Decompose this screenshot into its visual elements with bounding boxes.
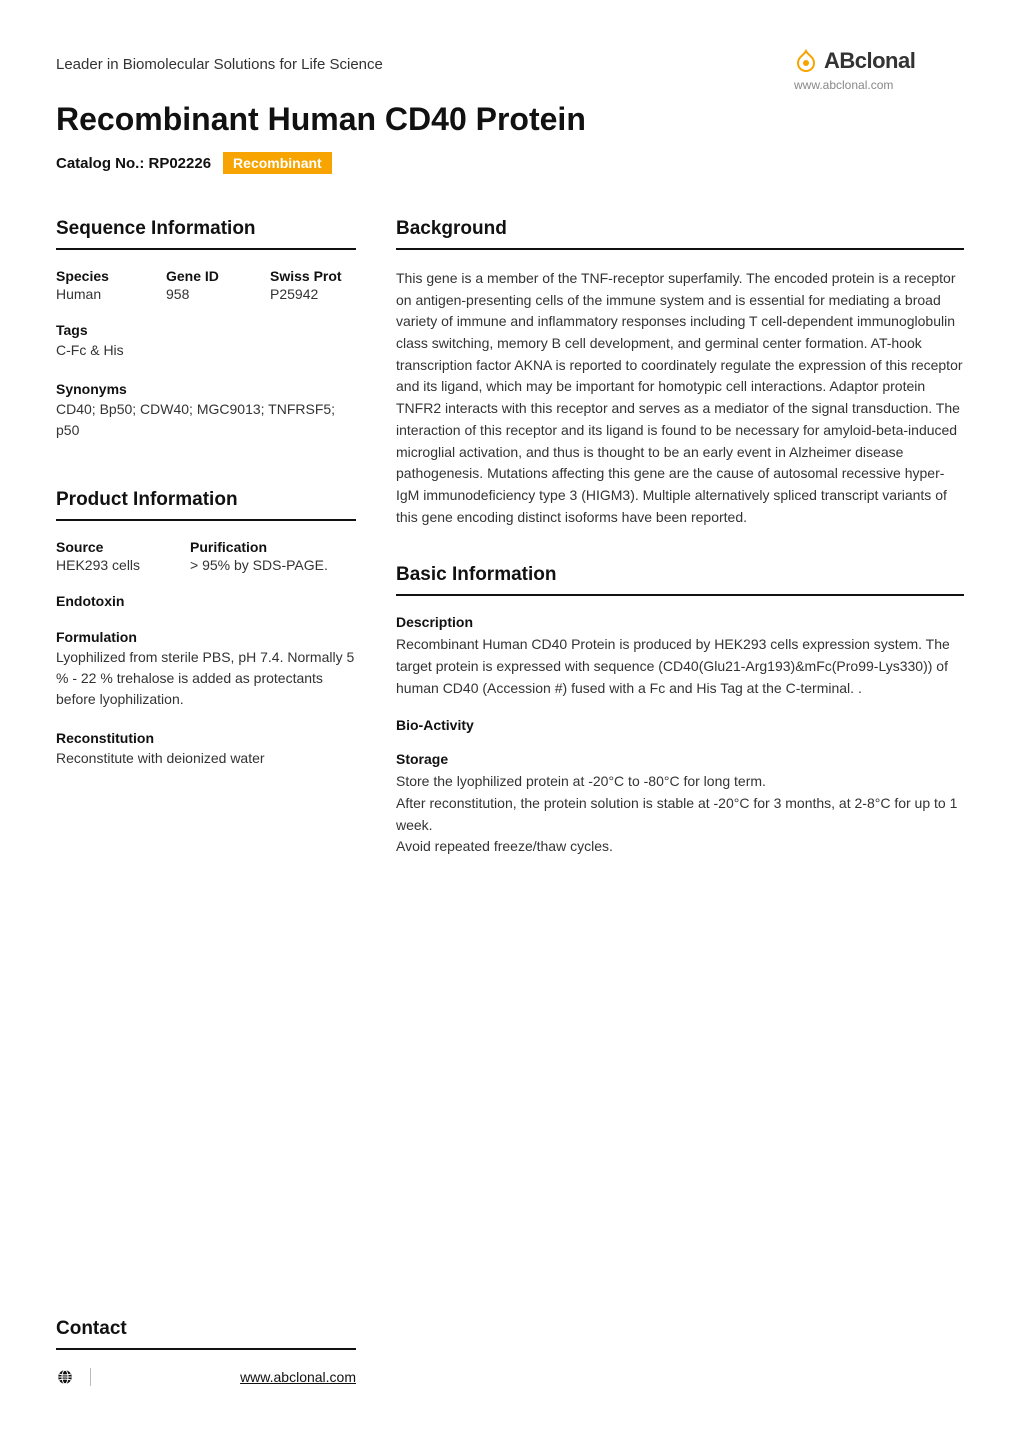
catalog-number: Catalog No.: RP02226 xyxy=(56,155,211,172)
storage-label: Storage xyxy=(396,751,964,767)
source-value: HEK293 cells xyxy=(56,557,166,573)
contact-row: www.abclonal.com xyxy=(56,1368,356,1386)
synonyms-block: Synonyms CD40; Bp50; CDW40; MGC9013; TNF… xyxy=(56,381,356,441)
source-label: Source xyxy=(56,539,166,555)
purification-value: > 95% by SDS-PAGE. xyxy=(190,557,330,573)
recombinant-tag: Recombinant xyxy=(223,152,332,174)
logo-text: ABclonal xyxy=(824,48,915,74)
endotoxin-block: Endotoxin xyxy=(56,593,356,609)
basic-info-header: Basic Information xyxy=(396,564,964,596)
species-label: Species xyxy=(56,268,142,284)
reconstitution-block: Reconstitution Reconstitute with deioniz… xyxy=(56,730,356,769)
species-value: Human xyxy=(56,286,142,302)
source-block: Source HEK293 cells xyxy=(56,539,166,573)
swiss-prot-label: Swiss Prot xyxy=(270,268,342,284)
logo-mark-icon xyxy=(794,49,818,73)
product-title: Recombinant Human CD40 Protein xyxy=(56,101,964,138)
description-value: Recombinant Human CD40 Protein is produc… xyxy=(396,634,964,699)
sequence-info-header: Sequence Information xyxy=(56,218,356,250)
storage-line-2: After reconstitution, the protein soluti… xyxy=(396,793,964,836)
brand-logo: ABclonal www.abclonal.com xyxy=(794,48,964,92)
background-section: Background This gene is a member of the … xyxy=(396,218,964,528)
background-text: This gene is a member of the TNF-recepto… xyxy=(396,268,964,528)
reconstitution-label: Reconstitution xyxy=(56,730,356,746)
sequence-info-section: Sequence Information Species Human Gene … xyxy=(56,218,356,441)
formulation-label: Formulation xyxy=(56,629,356,645)
main-columns: Sequence Information Species Human Gene … xyxy=(56,218,964,858)
globe-icon xyxy=(56,1368,74,1386)
contact-link[interactable]: www.abclonal.com xyxy=(240,1369,356,1385)
formulation-value: Lyophilized from sterile PBS, pH 7.4. No… xyxy=(56,647,356,710)
formulation-block: Formulation Lyophilized from sterile PBS… xyxy=(56,629,356,710)
gene-id-label: Gene ID xyxy=(166,268,246,284)
background-header: Background xyxy=(396,218,964,250)
left-column: Sequence Information Species Human Gene … xyxy=(56,218,356,858)
storage-line-3: Avoid repeated freeze/thaw cycles. xyxy=(396,836,964,858)
tags-block: Tags C-Fc & His xyxy=(56,322,356,361)
basic-info-section: Basic Information Description Recombinan… xyxy=(396,564,964,858)
swiss-prot-block: Swiss Prot P25942 xyxy=(270,268,342,302)
synonyms-label: Synonyms xyxy=(56,381,356,397)
description-label: Description xyxy=(396,614,964,630)
contact-separator xyxy=(90,1368,91,1386)
logo-row: ABclonal xyxy=(794,48,964,74)
catalog-row: Catalog No.: RP02226 Recombinant xyxy=(56,152,964,174)
purification-block: Purification > 95% by SDS-PAGE. xyxy=(190,539,330,573)
swiss-prot-value: P25942 xyxy=(270,286,342,302)
storage-line-1: Store the lyophilized protein at -20°C t… xyxy=(396,771,964,793)
synonyms-value: CD40; Bp50; CDW40; MGC9013; TNFRSF5; p50 xyxy=(56,399,356,441)
product-info-section: Product Information Source HEK293 cells … xyxy=(56,489,356,769)
gene-id-value: 958 xyxy=(166,286,246,302)
tags-value: C-Fc & His xyxy=(56,340,356,361)
purification-label: Purification xyxy=(190,539,330,555)
gene-id-block: Gene ID 958 xyxy=(166,268,246,302)
contact-header: Contact xyxy=(56,1318,356,1350)
product-info-header: Product Information xyxy=(56,489,356,521)
logo-url: www.abclonal.com xyxy=(794,78,964,92)
sequence-fields-row: Species Human Gene ID 958 Swiss Prot P25… xyxy=(56,268,356,302)
source-purification-row: Source HEK293 cells Purification > 95% b… xyxy=(56,539,356,573)
right-column: Background This gene is a member of the … xyxy=(396,218,964,858)
tags-label: Tags xyxy=(56,322,356,338)
bio-activity-label: Bio-Activity xyxy=(396,717,964,733)
endotoxin-label: Endotoxin xyxy=(56,593,356,609)
reconstitution-value: Reconstitute with deionized water xyxy=(56,748,356,769)
species-block: Species Human xyxy=(56,268,142,302)
contact-section: Contact www.abclonal.com xyxy=(56,1318,356,1386)
